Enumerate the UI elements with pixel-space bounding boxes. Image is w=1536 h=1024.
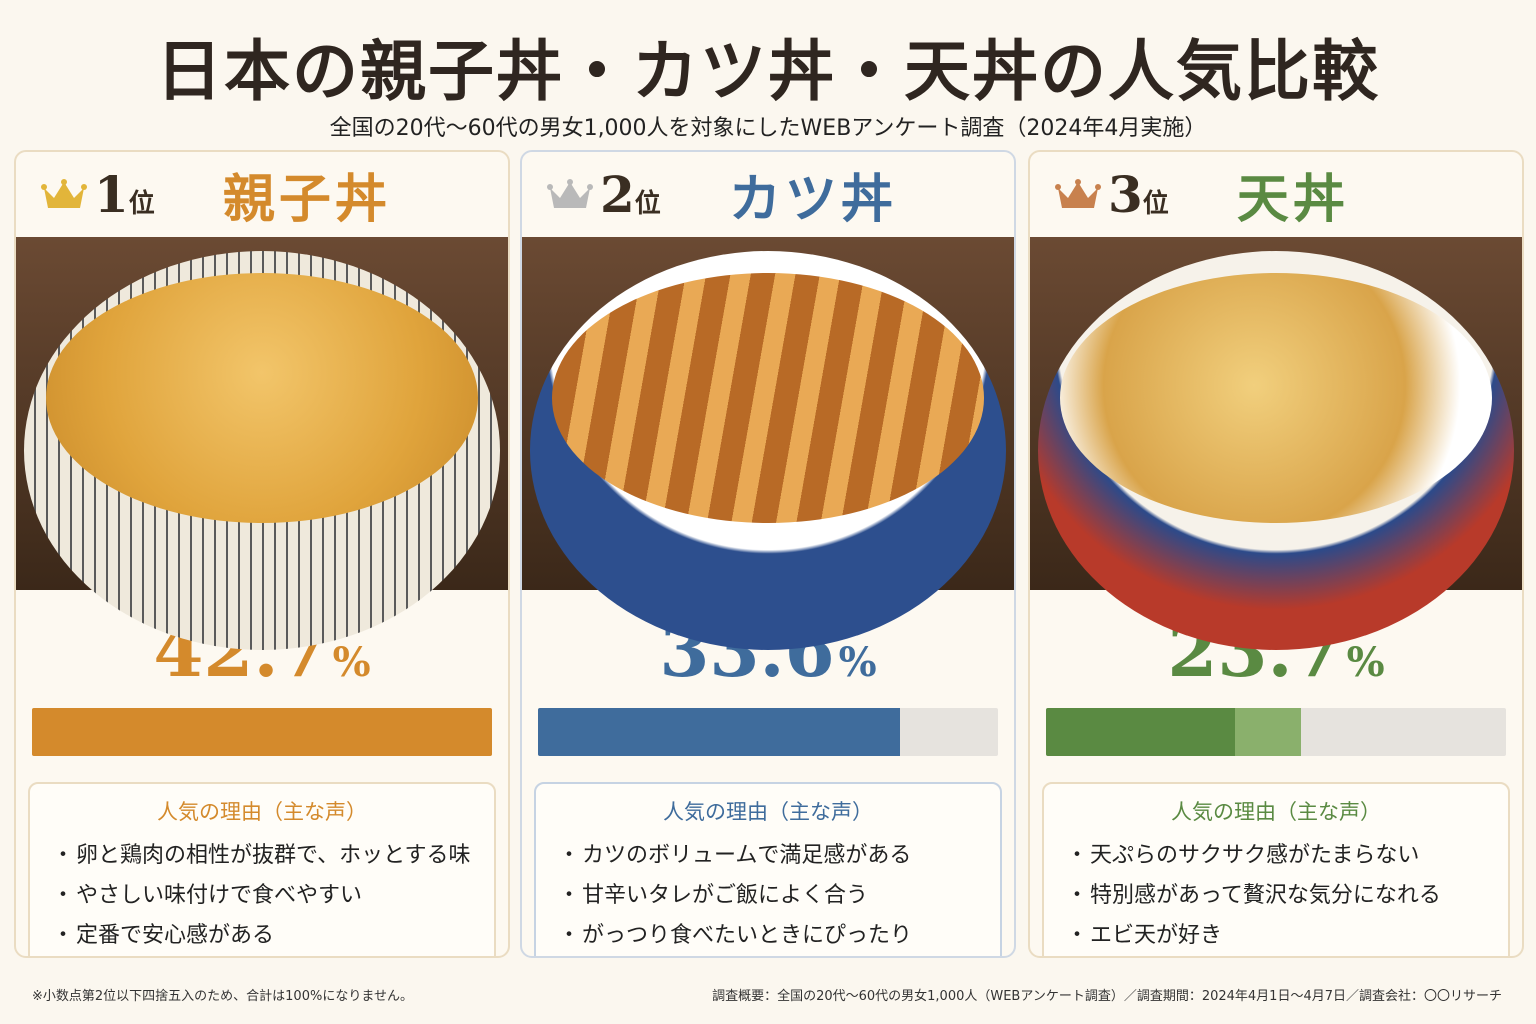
rank-suffix: 位 — [128, 189, 155, 219]
reason-item: 特別感があって贅沢な気分になれる — [1044, 876, 1508, 916]
page-title: 日本の親子丼・カツ丼・天丼の人気比較 — [156, 32, 1380, 110]
reason-item: 定番で安心感がある — [30, 916, 494, 956]
percent-unit: % — [332, 639, 371, 686]
dish-photo — [1030, 237, 1522, 650]
reasons-box: 人気の理由（主な声） 天ぷらのサクサク感がたまらない特別感があって贅沢な気分にな… — [1042, 782, 1510, 956]
dish-name: 親子丼 — [222, 169, 391, 230]
reasons-title: 人気の理由（主な声） — [157, 800, 367, 824]
dish-name: カツ丼 — [728, 169, 897, 230]
card-header: 2 位 カツ丼 — [522, 152, 1014, 237]
percent-bar-highlight — [1234, 708, 1302, 756]
percent-bar-track — [1046, 708, 1506, 756]
card-header: 3 位 天丼 — [1030, 152, 1522, 237]
rank-suffix: 位 — [1142, 189, 1169, 219]
reason-item: やさしい味付けで食べやすい — [30, 876, 494, 916]
reason-item: カツのボリュームで満足感がある — [536, 836, 1000, 876]
food-image — [1060, 273, 1492, 523]
reasons-title: 人気の理由（主な声） — [663, 800, 873, 824]
percent-unit: % — [838, 639, 877, 686]
percent-bar-fill — [32, 708, 492, 756]
food-image — [46, 273, 478, 523]
dish-photo — [16, 237, 508, 650]
food-image — [552, 273, 984, 523]
reason-item: がっつり食べたいときにぴったり — [536, 916, 1000, 956]
reason-item: エビ天が好き — [1044, 916, 1508, 956]
dish-photo — [522, 237, 1014, 650]
reason-item: 卵と鶏肉の相性が抜群で、ホッとする味 — [30, 836, 494, 876]
crown-icon — [1055, 178, 1101, 208]
reason-item: 天ぷらのサクサク感がたまらない — [1044, 836, 1508, 876]
page-subtitle: 全国の20代～60代の男女1,000人を対象にしたWEBアンケート調査（2024… — [329, 116, 1207, 141]
reasons-title: 人気の理由（主な声） — [1171, 800, 1381, 824]
dish-name: 天丼 — [1236, 169, 1349, 230]
reasons-box: 人気の理由（主な声） 卵と鶏肉の相性が抜群で、ホッとする味やさしい味付けで食べや… — [28, 782, 496, 956]
rank-number: 2 — [600, 165, 635, 224]
reasons-box: 人気の理由（主な声） カツのボリュームで満足感がある甘辛いタレがご飯によく合うが… — [534, 782, 1002, 956]
percent-unit: % — [1346, 639, 1385, 686]
percent-bar-track — [538, 708, 998, 756]
rank-card-2: 2 位 カツ丼 33.6% 人気の理由（主な声） カツのボリュームで満足感がある… — [520, 150, 1016, 958]
percent-bar-track — [32, 708, 492, 756]
rank-number: 1 — [94, 165, 129, 224]
rank-number: 3 — [1108, 165, 1143, 224]
percent-bar-fill — [538, 708, 900, 756]
reason-item: 甘辛いタレがご飯によく合う — [536, 876, 1000, 916]
rank-card-1: 1 位 親子丼 42.7% 人気の理由（主な声） 卵と鶏肉の相性が抜群で、ホッと… — [14, 150, 510, 958]
footer-survey: 調査概要：全国の20代～60代の男女1,000人（WEBアンケート調査）／調査期… — [712, 989, 1502, 1004]
rank-suffix: 位 — [634, 189, 661, 219]
footer-note: ※小数点第2位以下四捨五入のため、合計は100%になりません。 — [32, 989, 413, 1004]
rank-card-3: 3 位 天丼 23.7% 人気の理由（主な声） 天ぷらのサクサク感がたまらない特… — [1028, 150, 1524, 958]
card-header: 1 位 親子丼 — [16, 152, 508, 237]
crown-icon — [41, 178, 87, 208]
crown-icon — [547, 178, 593, 208]
